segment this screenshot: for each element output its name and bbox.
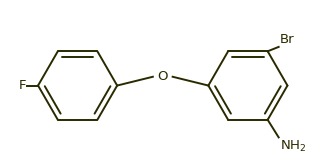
Text: Br: Br	[280, 33, 294, 46]
Text: O: O	[158, 70, 168, 83]
Text: NH$_2$: NH$_2$	[280, 138, 306, 154]
Text: F: F	[19, 79, 26, 92]
